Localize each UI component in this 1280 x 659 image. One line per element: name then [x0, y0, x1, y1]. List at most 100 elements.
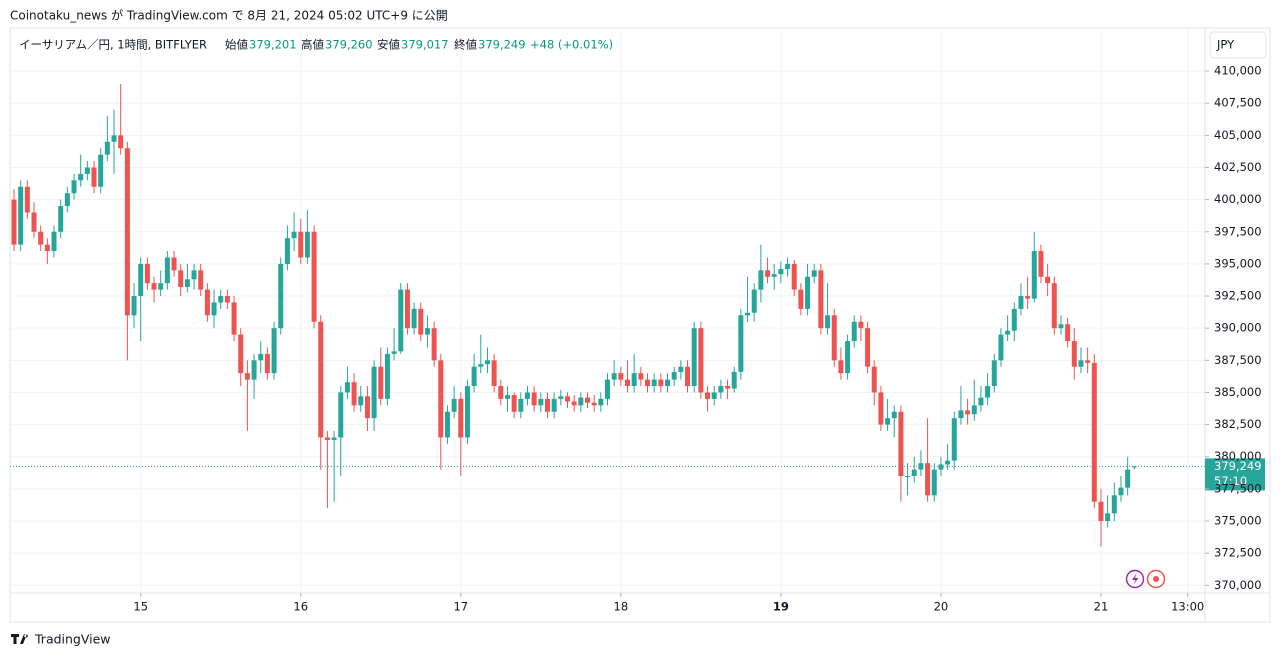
- brand: TradingView: [11, 632, 111, 647]
- candle-body: [324, 437, 330, 441]
- y-tick-label: 387,500: [1214, 353, 1262, 367]
- candle-body: [1078, 360, 1084, 367]
- candle-body: [718, 386, 724, 393]
- candle-body: [1025, 296, 1031, 299]
- candle-body: [1051, 283, 1057, 329]
- y-tick-label: 385,000: [1214, 385, 1262, 399]
- candle-body: [705, 392, 711, 399]
- candle-body: [991, 360, 997, 387]
- candle-body: [264, 353, 270, 374]
- candle-body: [511, 395, 517, 412]
- candle-body: [138, 263, 144, 297]
- candle-body: [818, 270, 824, 329]
- candle-body: [124, 148, 130, 316]
- candle-body: [338, 392, 344, 438]
- candle-body: [945, 460, 951, 465]
- candle-body: [1111, 495, 1117, 514]
- candle-body: [98, 154, 104, 187]
- candle-body: [778, 269, 784, 275]
- candle-body: [1125, 469, 1131, 488]
- x-tick-label: 16: [293, 600, 308, 614]
- candle-body: [965, 410, 971, 415]
- countdown: 57:10: [1214, 474, 1247, 488]
- candle-body: [364, 396, 370, 419]
- candle-body: [1098, 501, 1104, 522]
- candle-body: [671, 371, 677, 380]
- candle-body: [845, 341, 851, 374]
- candle-body: [78, 173, 84, 181]
- y-tick-label: 405,000: [1214, 128, 1262, 142]
- candle-body: [84, 167, 90, 174]
- candle-body: [244, 373, 250, 380]
- candle-body: [451, 398, 457, 412]
- y-tick-label: 410,000: [1214, 64, 1262, 78]
- candle-body: [411, 308, 417, 329]
- candle-body: [1131, 466, 1137, 468]
- candle-body: [971, 405, 977, 415]
- candle-body: [598, 398, 604, 406]
- candle-body: [678, 366, 684, 372]
- candle-body: [558, 396, 564, 399]
- currency-button[interactable]: [1209, 31, 1267, 59]
- candle-body: [978, 397, 984, 406]
- y-tick-label: 397,500: [1214, 224, 1262, 238]
- legend-high: 379,260: [325, 38, 373, 52]
- y-tick-label: 392,500: [1214, 289, 1262, 303]
- alert-bolt: [1132, 573, 1139, 585]
- candle-body: [685, 366, 691, 387]
- candle-body: [645, 379, 651, 387]
- candle-body: [651, 379, 657, 387]
- candle-body: [765, 270, 771, 277]
- legend-change: +48 (+0.01%): [530, 38, 613, 52]
- candle-body: [18, 186, 24, 245]
- candle-body: [925, 463, 931, 496]
- candle-body: [111, 135, 117, 142]
- candle-body: [484, 360, 490, 365]
- candle-body: [164, 257, 170, 284]
- candle-body: [805, 276, 811, 309]
- record-dot: [1153, 576, 1159, 582]
- candle-body: [785, 263, 791, 270]
- y-tick-label: 382,500: [1214, 417, 1262, 431]
- brand-name: TradingView: [34, 632, 111, 647]
- candle-body: [865, 328, 871, 367]
- x-tick-label: 19: [773, 600, 789, 614]
- legend: イーサリアム／円, 1時間, BITFLYER 始値 379,201 高値 37…: [19, 38, 613, 52]
- y-tick-label: 400,000: [1214, 192, 1262, 206]
- candle-body: [478, 364, 484, 367]
- candle-body: [104, 141, 110, 155]
- last-price-label: 379,249: [1214, 459, 1262, 473]
- candle-body: [371, 366, 377, 419]
- candle-body: [178, 270, 184, 288]
- candle-body: [71, 180, 77, 194]
- candle-body: [24, 186, 30, 213]
- candle-body: [911, 469, 917, 477]
- candle-body: [711, 392, 717, 399]
- candle-body: [638, 373, 644, 380]
- candle-body: [798, 289, 804, 309]
- candle-body: [631, 373, 637, 387]
- candle-body: [38, 231, 44, 245]
- candle-body: [544, 398, 550, 412]
- legend-open: 379,201: [249, 38, 297, 52]
- candle-body: [885, 418, 891, 425]
- currency[interactable]: JPY: [1216, 38, 1235, 52]
- candle-body: [11, 199, 17, 245]
- candle-body: [1118, 487, 1124, 496]
- candle-body: [151, 283, 157, 290]
- candle-body: [825, 315, 831, 329]
- candle-body: [418, 308, 424, 335]
- candle-body: [44, 244, 50, 252]
- candle-body: [424, 328, 430, 335]
- candle-body: [931, 469, 937, 496]
- candle-body: [791, 263, 797, 290]
- candle-body: [758, 270, 764, 290]
- candle-body: [191, 270, 197, 280]
- y-tick-label: 390,000: [1214, 321, 1262, 335]
- x-tick-label: 18: [614, 600, 629, 614]
- candle-body: [1045, 276, 1051, 284]
- candle-body: [118, 135, 124, 149]
